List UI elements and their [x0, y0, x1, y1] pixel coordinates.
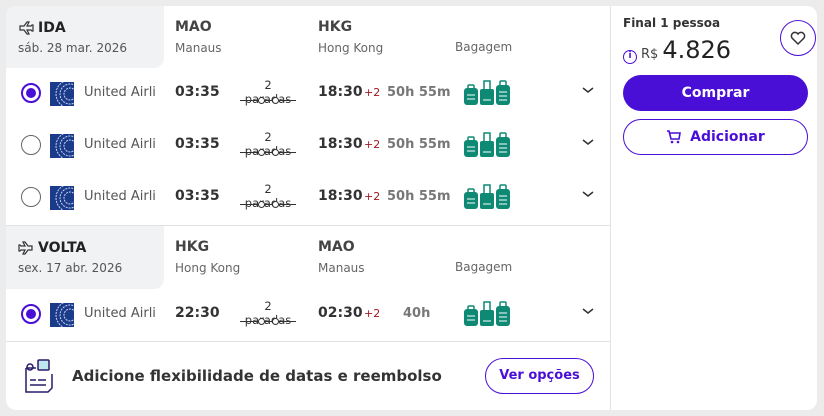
plane-icon	[19, 21, 34, 35]
select-radio[interactable]	[21, 83, 41, 103]
select-radio[interactable]	[21, 187, 41, 207]
stops-line	[240, 97, 296, 104]
add-to-cart-button[interactable]: Adicionar	[623, 119, 808, 155]
stops-label: 2 paradas	[244, 299, 292, 327]
flight-option-row[interactable]: United Airlines 22:30 2 paradas 02:30 +2…	[6, 289, 610, 341]
inbound-to-code: MAO	[318, 239, 355, 255]
flight-option-row[interactable]: United Airlines 03:35 2 paradas 18:30 +2…	[6, 172, 610, 224]
buy-button[interactable]: Comprar	[623, 75, 808, 111]
price-amount: 4.826	[662, 36, 732, 64]
day-offset: +2	[364, 307, 381, 320]
outbound-date: sáb. 28 mar. 2026	[18, 41, 127, 55]
airline-name: United Airlines	[84, 189, 156, 204]
price-label: Final 1 pessoa	[623, 16, 721, 30]
united-airlines-logo	[50, 134, 74, 158]
cart-icon	[667, 130, 682, 144]
arrival-time: 02:30	[318, 305, 363, 321]
flight-option-row[interactable]: United Airlines 03:35 2 paradas 18:30 +2…	[6, 120, 610, 172]
baggage-icons	[464, 301, 512, 331]
airline-name: United Airlines	[84, 306, 156, 321]
arrival-time: 18:30	[318, 188, 363, 204]
arrival-time: 18:30	[318, 136, 363, 152]
stops-line	[240, 318, 296, 325]
favorite-button[interactable]	[780, 20, 816, 56]
baggage-icons	[464, 132, 512, 162]
chevron-down-icon[interactable]	[580, 82, 596, 102]
inbound-baggage-label: Bagagem	[455, 260, 513, 274]
airline-name: United Airlines	[84, 137, 156, 152]
inbound-from-code: HKG	[175, 239, 210, 255]
departure-time: 03:35	[175, 84, 220, 100]
departure-time: 22:30	[175, 305, 220, 321]
chevron-down-icon[interactable]	[580, 303, 596, 323]
outbound-to-city: Hong Kong	[318, 41, 384, 55]
plane-icon	[18, 241, 33, 255]
outbound-label: IDA	[38, 20, 66, 36]
arrival-time: 18:30	[318, 84, 363, 100]
day-offset: +2	[364, 138, 381, 151]
inbound-date: sex. 17 abr. 2026	[18, 261, 123, 275]
stops-label: 2 paradas	[244, 130, 292, 158]
duration: 50h 55m	[387, 137, 451, 152]
divider	[6, 225, 610, 226]
stops-label: 2 paradas	[244, 78, 292, 106]
inbound-label: VOLTA	[38, 240, 87, 256]
inbound-header: VOLTA sex. 17 abr. 2026	[6, 226, 164, 289]
outbound-title: IDA	[18, 20, 66, 36]
stops-label: 2 paradas	[244, 182, 292, 210]
price-currency: R$	[641, 47, 659, 62]
duration: 50h 55m	[387, 189, 451, 204]
stops-line	[240, 201, 296, 208]
united-airlines-logo	[50, 82, 74, 106]
departure-time: 03:35	[175, 136, 220, 152]
departure-time: 03:35	[175, 188, 220, 204]
add-label: Adicionar	[690, 129, 765, 145]
outbound-from-code: MAO	[175, 19, 212, 35]
flight-card: IDA sáb. 28 mar. 2026 MAO Manaus HKG Hon…	[6, 6, 817, 410]
select-radio[interactable]	[21, 135, 41, 155]
united-airlines-logo	[50, 186, 74, 210]
airline-name: United Airlines	[84, 85, 156, 100]
day-offset: +2	[364, 190, 381, 203]
outbound-from-city: Manaus	[175, 41, 222, 55]
duration: 50h 55m	[387, 85, 451, 100]
flexible-ticket-icon	[25, 359, 53, 393]
select-radio[interactable]	[21, 304, 41, 324]
info-icon[interactable]: i	[623, 50, 637, 64]
price: i R$ 4.826	[623, 36, 731, 64]
inbound-to-city: Manaus	[318, 261, 365, 275]
divider	[6, 341, 610, 342]
chevron-down-icon[interactable]	[580, 134, 596, 154]
stops-line	[240, 149, 296, 156]
outbound-to-code: HKG	[318, 19, 353, 35]
inbound-title: VOLTA	[18, 240, 86, 256]
outbound-baggage-label: Bagagem	[455, 40, 513, 54]
baggage-icons	[464, 184, 512, 214]
column-divider	[610, 6, 611, 410]
day-offset: +2	[364, 86, 381, 99]
heart-icon	[790, 31, 806, 46]
inbound-from-city: Hong Kong	[175, 261, 241, 275]
flex-text: Adicione flexibilidade de datas e reembo…	[72, 367, 442, 385]
view-options-button[interactable]: Ver opções	[485, 358, 594, 394]
duration: 40h	[403, 306, 431, 321]
baggage-icons	[464, 80, 512, 110]
chevron-down-icon[interactable]	[580, 186, 596, 206]
united-airlines-logo	[50, 303, 74, 327]
flight-option-row[interactable]: United Airlines 03:35 2 paradas 18:30 +2…	[6, 68, 610, 120]
outbound-header: IDA sáb. 28 mar. 2026	[6, 6, 164, 68]
